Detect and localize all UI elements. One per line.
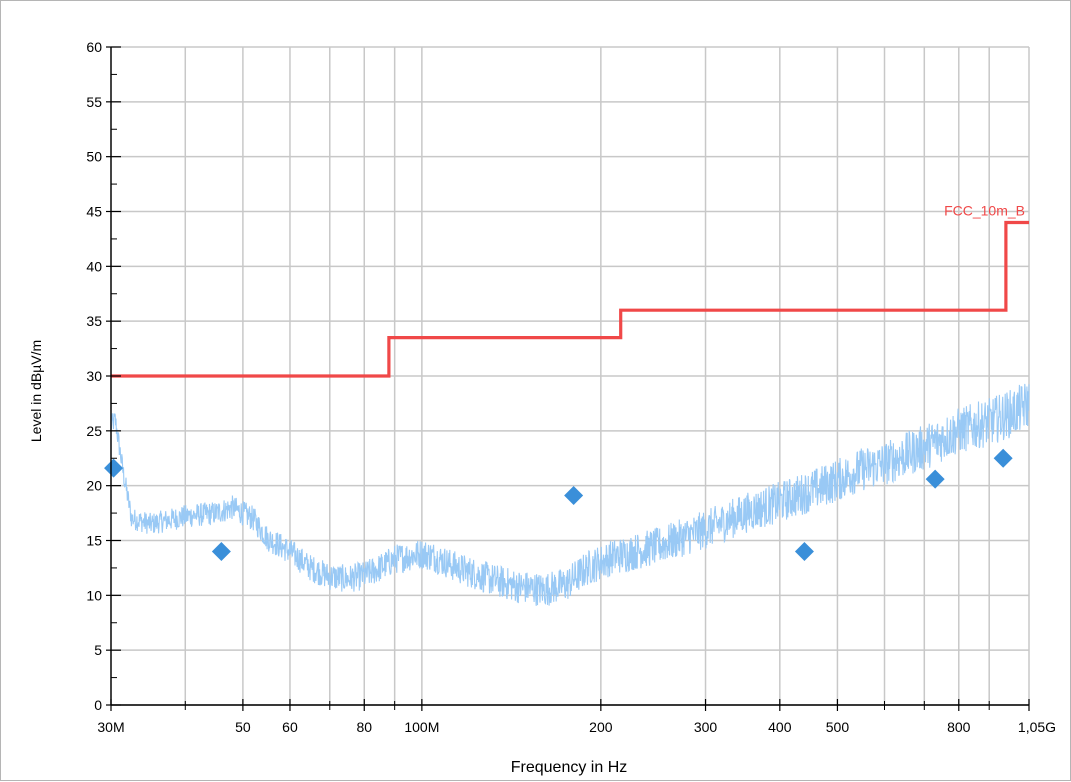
y-tick-label: 10 [86,587,102,603]
final-measurement-marker [104,458,124,478]
y-tick-label: 35 [86,313,102,329]
x-tick-label: 30M [97,719,124,735]
marker-layer [104,448,1013,561]
x-tick-label: 60 [282,719,298,735]
x-tick-label: 1,05G [1018,719,1056,735]
y-tick-label: 45 [86,204,102,220]
final-measurement-marker [794,541,814,561]
x-tick-label: 300 [694,719,718,735]
y-axis-title: Level in dBµV/m [28,340,44,442]
limit-layer: FCC_10m_B [111,202,1029,378]
y-tick-label: 0 [94,697,102,713]
axes-layer [106,46,1030,711]
y-tick-label: 25 [86,423,102,439]
y-tick-label: 15 [86,533,102,549]
y-tick-label: 60 [86,39,102,55]
labels-layer: 0 5 10 15 20 25 30 35 40 45 50 55 60 30M 50 60 80 100M 200… [86,39,1056,735]
final-measurement-marker [564,486,584,506]
x-tick-label: 80 [356,719,372,735]
limit-line [111,220,1029,378]
y-tick-label: 40 [86,258,102,274]
measurement-trace [110,383,1030,606]
x-tick-label: 500 [826,719,850,735]
x-tick-label: 800 [947,719,971,735]
x-tick-label: 200 [589,719,613,735]
limit-line-label: FCC_10m_B [944,202,1025,218]
y-tick-label: 5 [94,642,102,658]
trace-layer [110,383,1030,606]
x-axis-title: Frequency in Hz [511,759,628,776]
y-tick-label: 55 [86,94,102,110]
x-tick-label: 50 [235,719,251,735]
x-tick-label: 400 [768,719,792,735]
final-measurement-marker [993,448,1013,468]
final-measurement-marker [925,469,945,489]
final-measurement-marker [211,541,231,561]
y-tick-label: 20 [86,478,102,494]
y-tick-label: 50 [86,149,102,165]
y-tick-label: 30 [86,368,102,384]
x-tick-label: 100M [404,719,439,735]
